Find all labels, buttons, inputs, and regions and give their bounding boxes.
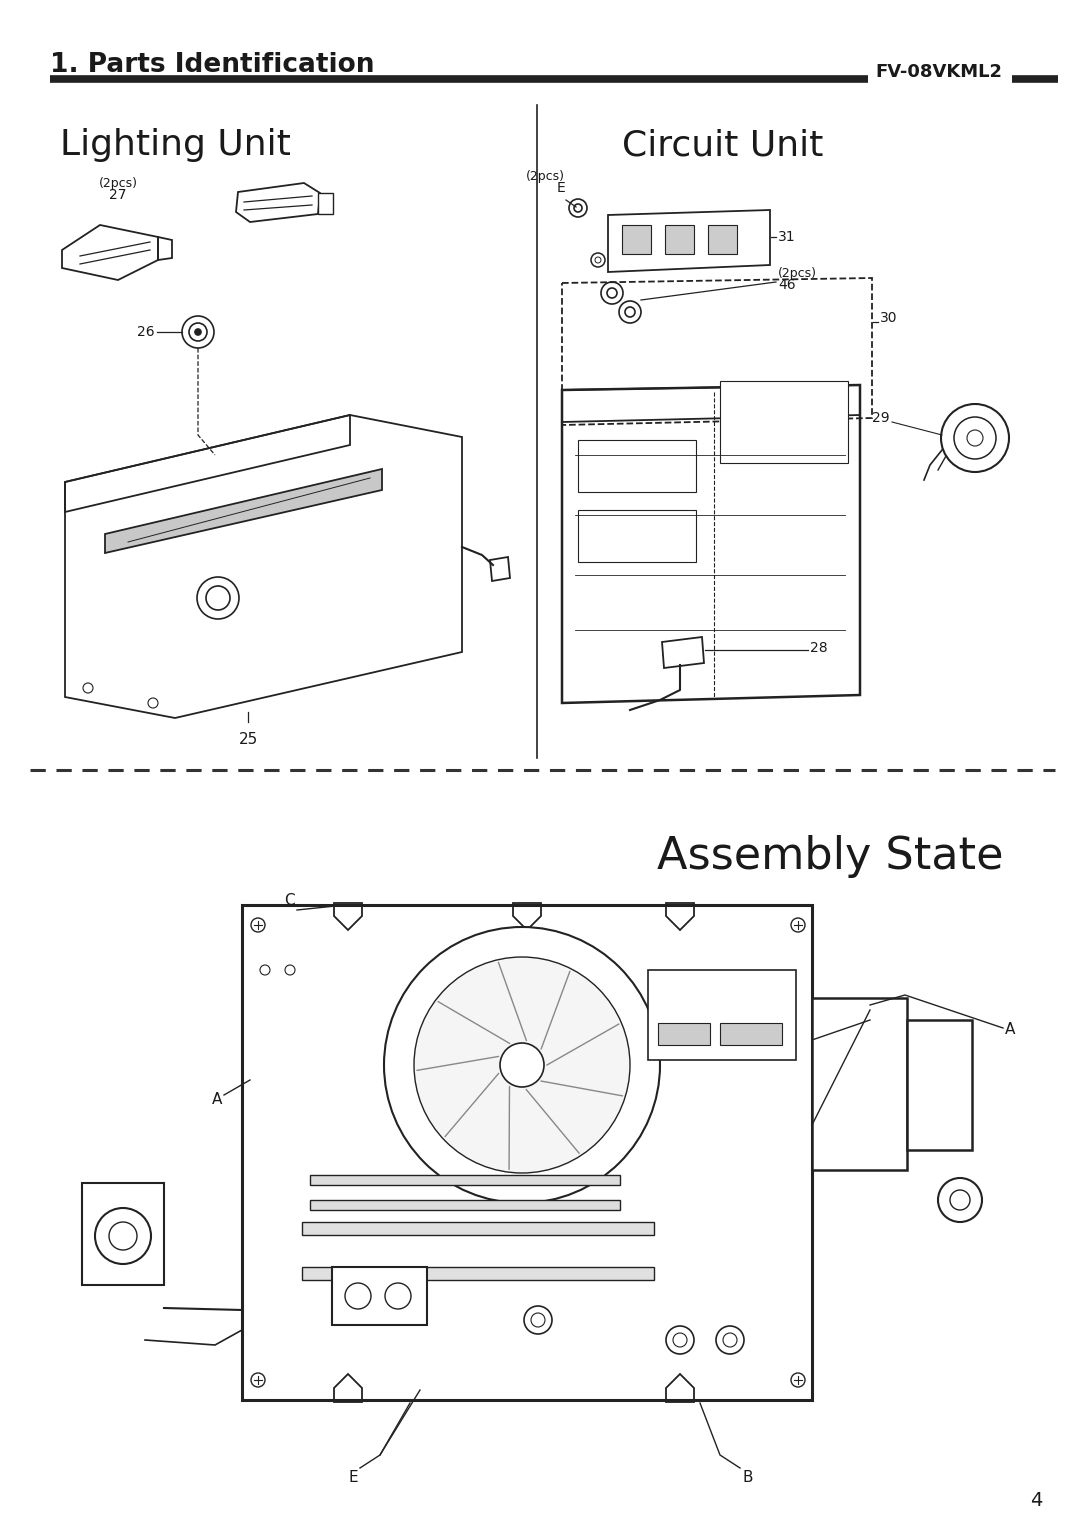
Text: E: E [556,182,565,195]
Circle shape [83,683,93,693]
Bar [242,906,812,1400]
Text: Circuit Unit: Circuit Unit [622,128,823,162]
Text: 30: 30 [880,312,897,325]
Bar [658,1023,710,1044]
Circle shape [384,927,660,1203]
Text: (2pcs): (2pcs) [526,169,565,183]
Circle shape [500,1043,544,1087]
Circle shape [251,1373,265,1387]
Circle shape [791,1373,805,1387]
Bar [812,999,907,1170]
Text: Lighting Unit: Lighting Unit [60,128,291,162]
Circle shape [941,405,1009,472]
Circle shape [595,257,600,263]
Text: (2pcs): (2pcs) [778,267,816,279]
Text: 26: 26 [137,325,156,339]
Circle shape [967,431,983,446]
Text: 28: 28 [810,641,827,655]
Bar [578,440,696,492]
Circle shape [569,199,588,217]
Bar [907,1020,972,1150]
Circle shape [954,417,996,460]
Circle shape [531,1313,545,1327]
Bar [318,192,333,214]
Circle shape [109,1222,137,1251]
Text: (2pcs): (2pcs) [98,177,137,189]
Text: C: C [284,893,295,909]
Bar [622,224,651,253]
Circle shape [673,1333,687,1347]
Circle shape [206,586,230,609]
Bar [310,1174,620,1185]
Text: 4: 4 [1029,1490,1042,1510]
Circle shape [251,918,265,931]
Circle shape [600,282,623,304]
Text: B: B [742,1471,753,1484]
Circle shape [716,1325,744,1354]
Circle shape [591,253,605,267]
Bar [720,1023,782,1044]
Circle shape [285,965,295,976]
Text: A: A [1005,1023,1015,1037]
Circle shape [414,957,630,1173]
Bar [720,382,848,463]
Circle shape [723,1333,737,1347]
Circle shape [197,577,239,618]
Bar [302,1222,654,1235]
Bar [82,1183,164,1286]
Text: E: E [349,1471,357,1484]
Bar [648,970,796,1060]
Circle shape [791,918,805,931]
Circle shape [189,324,207,341]
Circle shape [619,301,642,324]
Circle shape [607,289,617,298]
Bar [665,224,694,253]
Circle shape [573,205,582,212]
Text: FV-08VKML2: FV-08VKML2 [875,63,1002,81]
Circle shape [950,1190,970,1209]
Circle shape [939,1177,982,1222]
Text: 25: 25 [239,731,258,747]
Circle shape [666,1325,694,1354]
Text: 1. Parts Identification: 1. Parts Identification [50,52,375,78]
Text: A: A [212,1092,222,1107]
Circle shape [148,698,158,709]
Text: Assembly State: Assembly State [657,835,1003,878]
Bar [302,1267,654,1280]
Circle shape [625,307,635,318]
Text: 46: 46 [778,278,796,292]
Bar [708,224,737,253]
Text: 29: 29 [873,411,890,425]
Circle shape [524,1306,552,1335]
Bar [578,510,696,562]
Circle shape [384,1283,411,1309]
Text: 31: 31 [778,231,796,244]
Circle shape [260,965,270,976]
Polygon shape [105,469,382,553]
Circle shape [195,328,201,334]
Text: 27: 27 [109,188,126,202]
Bar [332,1267,427,1325]
Bar [310,1200,620,1209]
Circle shape [95,1208,151,1264]
Circle shape [345,1283,372,1309]
Circle shape [183,316,214,348]
